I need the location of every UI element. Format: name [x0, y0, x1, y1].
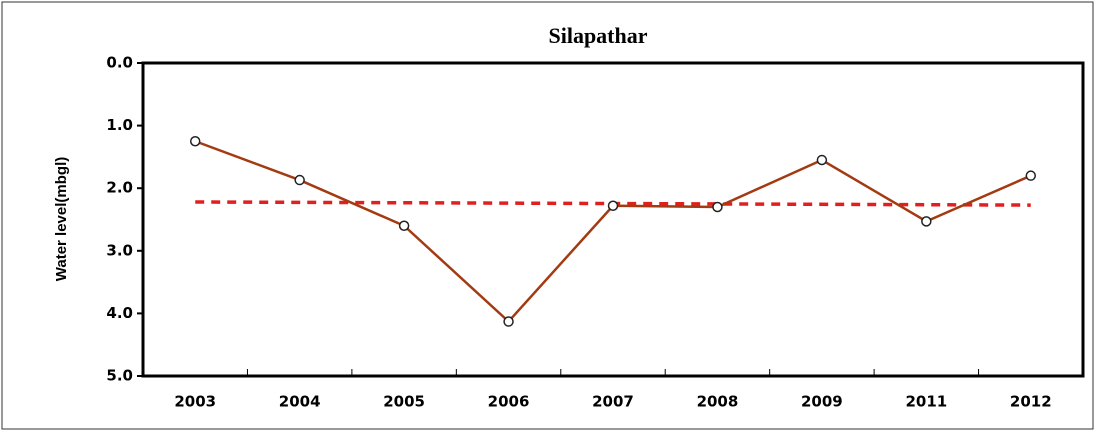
data-point [816, 154, 828, 166]
x-tick-label: 2003 [174, 393, 216, 411]
data-point [607, 200, 619, 211]
x-tick-label: 2012 [1010, 393, 1052, 411]
y-tick-label: 1.0 [106, 116, 133, 134]
data-point [1025, 170, 1037, 181]
data-point [294, 174, 305, 186]
x-tick-label: 2008 [697, 393, 739, 411]
data-point [921, 216, 932, 227]
y-tick-label: 4.0 [106, 304, 133, 322]
x-tick-label: 2004 [279, 393, 321, 411]
x-tick-label: 2011 [905, 393, 947, 411]
data-point [189, 136, 201, 147]
x-tick-label: 2009 [801, 393, 843, 411]
y-tick-label: 5.0 [106, 367, 133, 385]
data-point [503, 316, 514, 327]
x-tick-label: 2005 [383, 393, 425, 411]
chart-title: Silapathar [548, 23, 647, 48]
y-axis-label: Water level(mbgl) [53, 157, 70, 281]
data-point [712, 201, 723, 213]
x-tick-label: 2006 [488, 393, 530, 411]
data-point [398, 220, 410, 232]
y-tick-label: 2.0 [106, 179, 133, 197]
y-tick-label: 0.0 [106, 54, 133, 72]
x-tick-label: 2007 [592, 393, 634, 411]
plot-frame [141, 61, 1085, 378]
y-tick-label: 3.0 [106, 241, 133, 259]
